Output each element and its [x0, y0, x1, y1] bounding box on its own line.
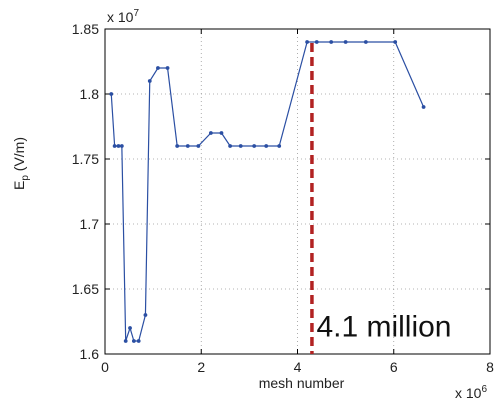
x-tick-label: 2: [197, 359, 205, 375]
data-point: [119, 144, 124, 148]
y-multiplier-exponent: 7: [133, 8, 139, 19]
data-point: [277, 144, 282, 148]
series-line: [110, 41, 425, 342]
data-point: [116, 144, 121, 148]
data-point: [363, 40, 368, 44]
data-point: [252, 144, 257, 148]
data-point: [208, 131, 213, 135]
data-point: [175, 144, 180, 148]
data-point: [131, 339, 136, 343]
y-axis-title-main: E: [11, 181, 27, 190]
data-point: [123, 339, 128, 343]
x-tick-label: 4: [294, 359, 302, 375]
series-points: [109, 40, 426, 343]
data-point: [196, 144, 201, 148]
y-tick-label: 1.7: [80, 216, 100, 232]
y-axis-multiplier: x 107: [107, 8, 139, 25]
y-axis-title-unit: (V/m): [11, 137, 27, 175]
data-point: [329, 40, 334, 44]
data-point: [128, 326, 132, 330]
x-tick-labels: 0 2 4 6 8: [101, 359, 494, 375]
y-tick-label: 1.75: [72, 151, 99, 167]
x-tick-label: 8: [486, 359, 494, 375]
data-point: [147, 79, 152, 83]
data-point: [305, 40, 310, 44]
y-tick-label: 1.85: [72, 21, 99, 37]
y-tick-labels: 1.6 1.65 1.7 1.75 1.8 1.85: [72, 21, 99, 362]
y-tick-label: 1.6: [80, 346, 100, 362]
data-point: [109, 92, 114, 96]
data-point: [185, 144, 190, 148]
x-tick-label: 6: [390, 359, 398, 375]
y-axis-title: Ep (V/m): [11, 137, 31, 190]
ticks: [104, 28, 491, 355]
x-axis-multiplier: x 106: [455, 384, 487, 401]
y-tick-label: 1.65: [72, 281, 99, 297]
data-point: [264, 144, 269, 148]
grid: [105, 29, 490, 354]
x-tick-label: 0: [101, 359, 109, 375]
data-point: [156, 66, 160, 70]
data-point: [136, 339, 141, 343]
data-point: [219, 131, 224, 135]
data-point: [421, 105, 426, 109]
x-multiplier-base: x 10: [455, 385, 482, 401]
y-multiplier-base: x 10: [107, 9, 134, 25]
data-point: [238, 144, 243, 148]
y-axis-title-subscript: p: [20, 175, 31, 181]
data-point: [393, 40, 398, 44]
annotation-label: 4.1 million: [316, 311, 451, 344]
data-point: [112, 144, 117, 148]
data-point: [314, 40, 319, 44]
data-point: [143, 313, 148, 317]
y-tick-label: 1.8: [80, 86, 100, 102]
data-point: [343, 40, 348, 44]
x-multiplier-exponent: 6: [481, 384, 487, 395]
x-axis-title: mesh number: [259, 375, 345, 391]
data-point: [228, 144, 233, 148]
data-point: [165, 66, 170, 70]
